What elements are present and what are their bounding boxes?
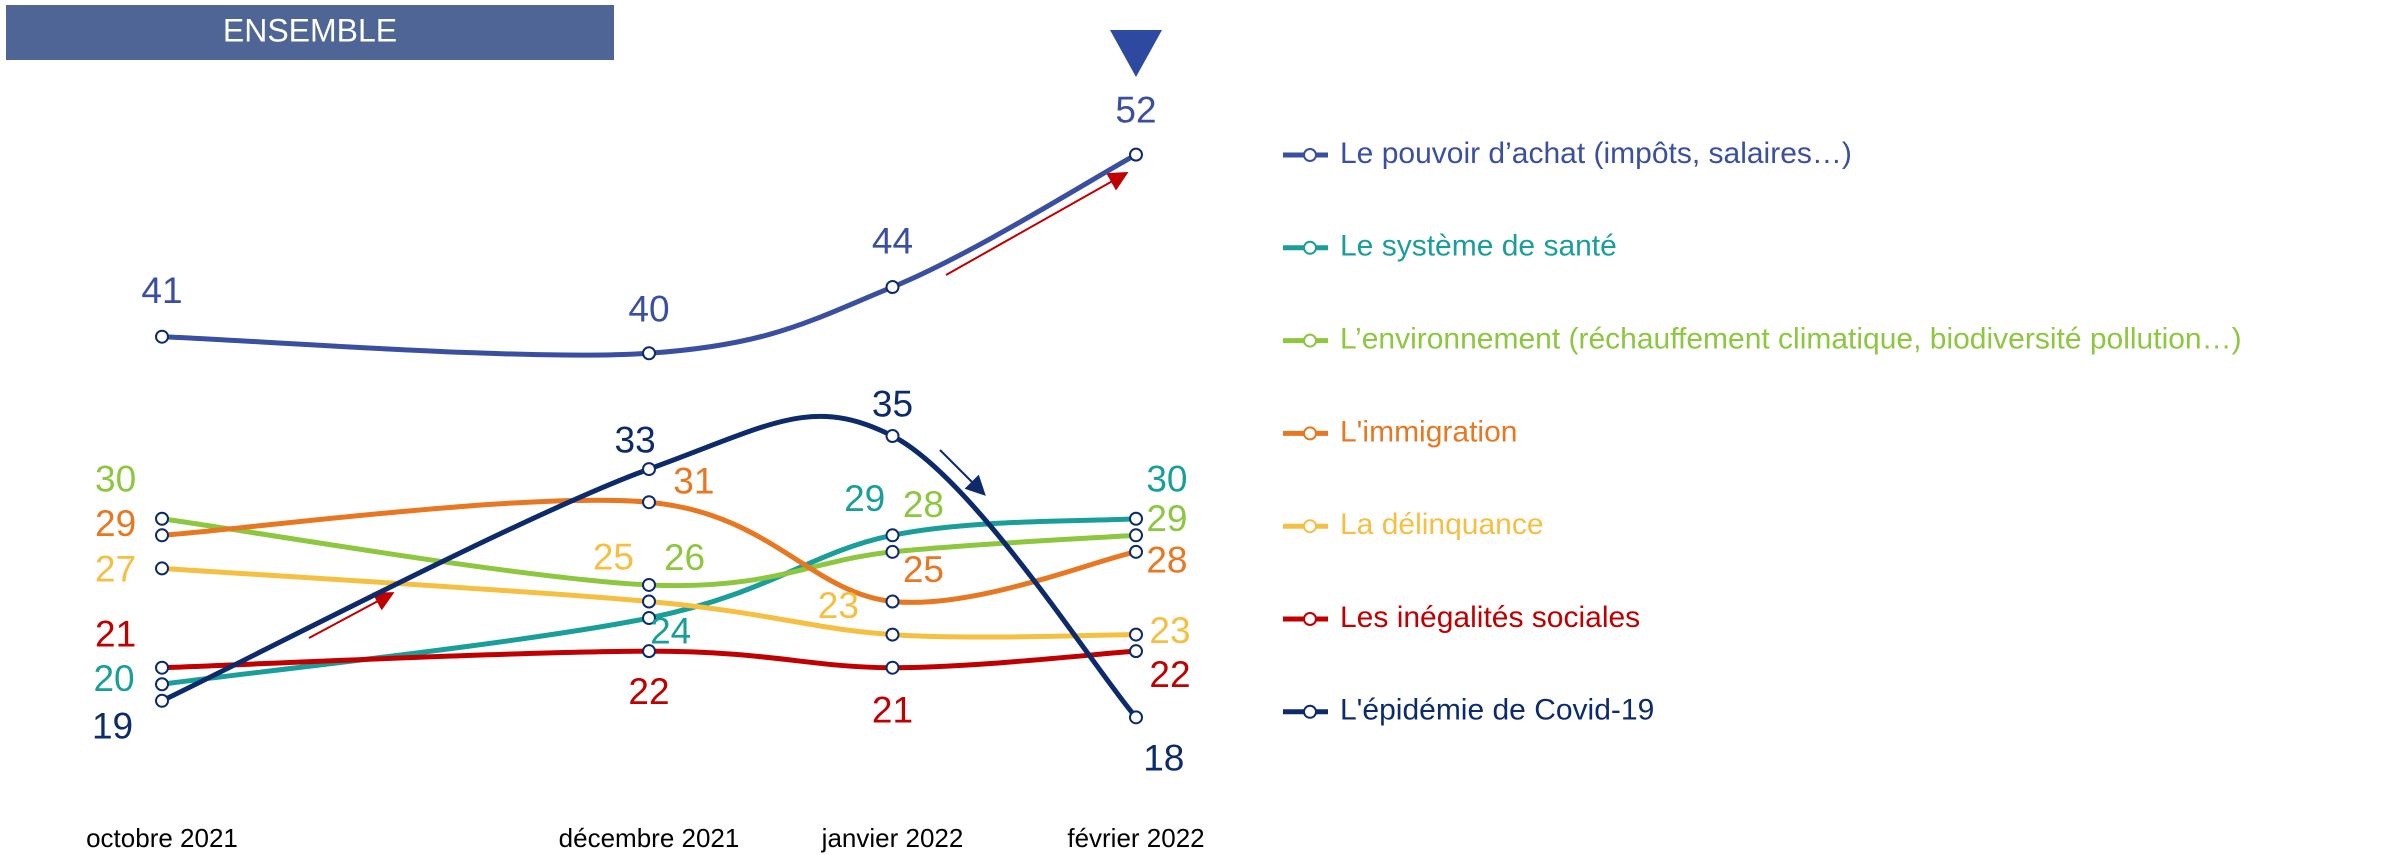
legend-label: L'immigration bbox=[1340, 415, 1517, 448]
data-label: 18 bbox=[1143, 737, 1184, 778]
data-point bbox=[885, 627, 900, 642]
data-point bbox=[1129, 147, 1143, 162]
data-point bbox=[885, 660, 900, 675]
data-point bbox=[1129, 511, 1143, 526]
series-line bbox=[160, 413, 1138, 719]
data-label: 24 bbox=[650, 610, 691, 651]
data-point bbox=[642, 462, 656, 477]
data-point bbox=[642, 644, 656, 659]
legend-label: L'épidémie de Covid-19 bbox=[1340, 694, 1654, 727]
data-label: 29 bbox=[95, 503, 136, 544]
data-label: 40 bbox=[628, 288, 669, 329]
legend-marker bbox=[1303, 148, 1317, 162]
data-point bbox=[642, 577, 656, 592]
data-label: 35 bbox=[872, 383, 913, 424]
legend-marker bbox=[1303, 426, 1317, 441]
series-line bbox=[161, 497, 1137, 605]
data-label: 33 bbox=[615, 420, 656, 461]
data-point bbox=[155, 677, 169, 692]
series-line bbox=[161, 565, 1137, 640]
data-label: 27 bbox=[95, 548, 136, 589]
x-tick-label: janvier 2022 bbox=[821, 823, 964, 853]
data-point bbox=[155, 329, 169, 344]
data-point bbox=[642, 495, 656, 510]
x-tick-label: février 2022 bbox=[1067, 823, 1204, 853]
data-point bbox=[642, 346, 656, 361]
legend-marker bbox=[1303, 333, 1317, 348]
data-point bbox=[155, 511, 169, 526]
data-label: 28 bbox=[1146, 539, 1187, 580]
data-label: 41 bbox=[141, 270, 182, 311]
legend-marker bbox=[1303, 704, 1317, 719]
legend-label: Le système de santé bbox=[1340, 230, 1617, 263]
data-point bbox=[155, 528, 169, 543]
data-label: 31 bbox=[673, 460, 714, 501]
trend-arrow bbox=[308, 592, 395, 639]
data-label: 52 bbox=[1115, 90, 1156, 131]
data-label: 23 bbox=[818, 585, 859, 626]
legend-label: L’environnement (réchauffement climatiqu… bbox=[1340, 323, 2242, 356]
data-label: 22 bbox=[1149, 654, 1190, 695]
indicator-triangle bbox=[1110, 30, 1162, 77]
data-point bbox=[885, 594, 900, 609]
series-line bbox=[161, 516, 1137, 589]
data-point bbox=[885, 280, 900, 295]
data-label: 30 bbox=[95, 458, 136, 499]
data-label: 28 bbox=[903, 484, 944, 525]
data-point bbox=[1129, 544, 1143, 559]
data-label: 19 bbox=[92, 705, 133, 746]
series-line bbox=[161, 152, 1138, 358]
data-label: 21 bbox=[95, 614, 136, 655]
x-tick-label: décembre 2021 bbox=[559, 823, 740, 853]
data-point bbox=[642, 594, 656, 609]
data-point bbox=[155, 660, 169, 675]
legend-marker bbox=[1303, 519, 1317, 534]
data-label: 26 bbox=[664, 537, 705, 578]
data-point bbox=[642, 611, 656, 626]
data-point bbox=[155, 693, 169, 708]
legend-marker bbox=[1303, 240, 1317, 255]
series-line bbox=[161, 648, 1137, 671]
data-label: 25 bbox=[903, 549, 944, 590]
x-tick-label: octobre 2021 bbox=[86, 823, 238, 853]
trend-arrow bbox=[945, 172, 1129, 276]
data-label: 29 bbox=[1146, 498, 1187, 539]
data-label: 23 bbox=[1149, 610, 1190, 651]
legend-label: La délinquance bbox=[1340, 508, 1544, 541]
data-point bbox=[155, 561, 169, 576]
data-label: 30 bbox=[1146, 458, 1187, 499]
data-point bbox=[885, 544, 900, 559]
trend-arrow bbox=[939, 449, 986, 496]
data-point bbox=[1129, 627, 1143, 642]
data-point bbox=[1129, 710, 1143, 725]
data-point bbox=[1129, 644, 1143, 659]
data-label: 25 bbox=[593, 537, 634, 578]
data-label: 21 bbox=[872, 689, 913, 730]
data-point bbox=[885, 429, 900, 443]
data-label: 29 bbox=[844, 478, 885, 519]
data-label: 20 bbox=[93, 658, 134, 699]
data-label: 22 bbox=[628, 671, 669, 712]
header-box bbox=[6, 5, 614, 60]
data-point bbox=[1129, 528, 1143, 543]
legend-marker bbox=[1303, 612, 1317, 626]
data-label: 44 bbox=[872, 221, 913, 262]
legend-label: Les inégalités sociales bbox=[1340, 601, 1640, 634]
header-title: ENSEMBLE bbox=[223, 12, 397, 48]
data-point bbox=[885, 528, 900, 543]
legend-label: Le pouvoir d’achat (impôts, salaires…) bbox=[1340, 137, 1852, 170]
